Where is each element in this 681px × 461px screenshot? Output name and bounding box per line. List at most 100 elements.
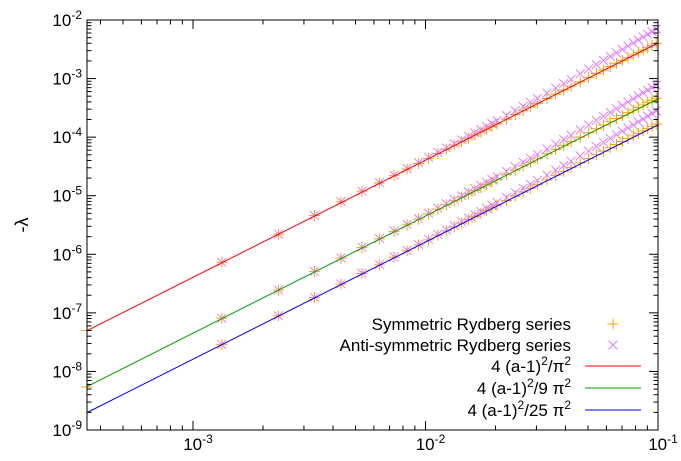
data-point	[456, 135, 467, 145]
data-point	[374, 233, 385, 244]
data-point	[591, 59, 602, 70]
y-tick-label-exponent: -5	[71, 184, 82, 198]
data-point	[470, 183, 480, 194]
data-point	[558, 165, 570, 177]
data-point	[605, 133, 615, 144]
data-point	[611, 103, 622, 114]
data-point	[309, 266, 320, 277]
data-point	[532, 149, 543, 160]
data-point	[558, 78, 569, 89]
data-point	[642, 85, 653, 95]
y-axis-label: -λ	[12, 218, 32, 233]
data-point	[336, 279, 346, 289]
data-point	[491, 199, 503, 211]
y-tick-label-exponent: -6	[71, 242, 82, 256]
data-point	[583, 153, 595, 165]
data-point	[566, 74, 576, 85]
y-tick-label: 10-8	[52, 359, 82, 381]
data-point	[617, 126, 628, 137]
series-4	[86, 124, 659, 414]
data-point	[605, 51, 615, 62]
y-tick-label-exponent: -2	[71, 8, 82, 22]
data-point	[463, 187, 474, 197]
x-tick-label-base: 10	[416, 435, 435, 454]
data-point	[374, 177, 385, 188]
data-point	[487, 174, 497, 185]
data-point	[566, 156, 576, 166]
data-point	[650, 118, 662, 130]
data-point	[336, 253, 346, 263]
data-point	[598, 119, 610, 131]
legend-label: Anti-symmetric Rydberg series	[340, 336, 571, 355]
data-point	[492, 197, 502, 208]
data-point	[542, 88, 552, 98]
x-tick-label: 10-3	[183, 432, 213, 454]
data-point	[583, 64, 594, 74]
legend-label: 4 (a-1)2/9 π2	[477, 376, 571, 398]
chart-marks	[81, 24, 662, 414]
y-tick-label-base: 10	[52, 304, 71, 323]
data-point	[598, 111, 609, 122]
data-point	[604, 116, 616, 128]
data-point	[487, 118, 497, 129]
data-point	[623, 41, 633, 51]
legend-entry-2: 4 (a-1)2/π2	[491, 354, 641, 376]
data-point	[476, 206, 486, 217]
data-point	[565, 162, 577, 174]
data-point	[617, 44, 628, 55]
data-point	[456, 191, 468, 203]
y-tick-label: 10-9	[52, 418, 82, 440]
data-point	[389, 252, 399, 262]
data-point	[623, 97, 633, 107]
data-point	[566, 130, 576, 140]
data-point	[481, 203, 492, 214]
data-point	[448, 195, 460, 207]
data-point	[492, 171, 502, 182]
data-point	[642, 111, 653, 121]
plot-frame	[86, 19, 659, 431]
data-point	[448, 221, 460, 233]
axis-ticks: 10-910-810-710-610-510-410-310-210-3 10-2…	[52, 8, 678, 454]
data-point	[470, 127, 480, 138]
data-point	[550, 83, 561, 93]
data-point	[440, 199, 452, 211]
data-point	[550, 139, 561, 149]
data-point	[469, 184, 481, 196]
y-tick-label-base: 10	[52, 362, 71, 381]
data-point	[565, 136, 577, 148]
data-point	[558, 134, 569, 145]
x-tick-label-base: 10	[183, 435, 202, 454]
data-point	[309, 210, 320, 221]
data-point	[481, 179, 493, 191]
data-point	[558, 160, 569, 171]
data-point	[647, 108, 657, 119]
data-point	[611, 113, 623, 125]
legend-label-tail: /9 π	[534, 379, 565, 398]
data-point	[628, 38, 639, 48]
data-point	[532, 93, 543, 104]
data-point	[583, 127, 595, 139]
data-point	[598, 137, 609, 148]
data-point	[470, 209, 480, 220]
legend-label-tail: /25 π	[524, 401, 564, 420]
data-point	[575, 69, 586, 79]
data-point	[462, 214, 474, 226]
x-tick-label-exponent: -2	[435, 432, 446, 446]
x-tick-label-exponent: -1	[667, 432, 678, 446]
legend-entry-3: 4 (a-1)2/9 π2	[477, 376, 641, 398]
x-tick-label: 10-1	[648, 432, 678, 454]
data-point	[575, 151, 586, 161]
data-point	[432, 203, 444, 215]
legend-label-exponent: 2	[541, 354, 548, 368]
data-point	[616, 110, 628, 122]
data-point	[605, 107, 615, 118]
data-point	[475, 182, 487, 194]
data-point	[583, 120, 594, 130]
data-point	[475, 207, 487, 219]
data-point	[591, 141, 602, 152]
data-point	[532, 175, 543, 186]
legend-label-base: 4 (a-1)	[467, 401, 517, 420]
series-line	[86, 124, 659, 414]
data-point	[542, 170, 552, 180]
y-tick-label-exponent: -8	[71, 359, 82, 373]
